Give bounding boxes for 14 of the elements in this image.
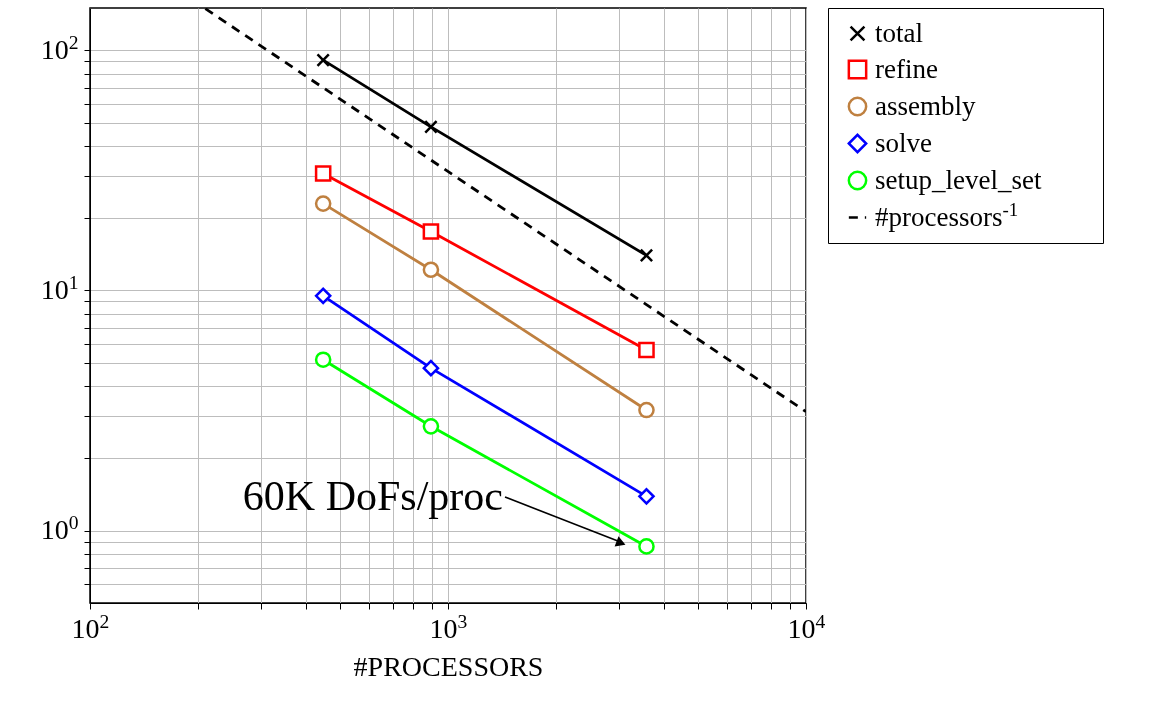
x-tick-label: 10$^{3}$	[429, 610, 468, 644]
y-tick-label: 10$^{1}$	[40, 271, 79, 305]
legend-label: total	[875, 17, 923, 48]
legend-label: #processors$^{-1}$	[875, 198, 1019, 232]
x-axis-title: #PROCESSORS	[353, 650, 544, 682]
y-tick-label: 10$^{0}$	[40, 511, 79, 546]
annotation: 60K DoFs/proc	[242, 473, 503, 519]
x-tick-label: 10$^{4}$	[787, 610, 826, 644]
legend-label: solve	[875, 127, 933, 158]
legend-label: refine	[875, 53, 938, 84]
x-tick-label: 10$^{2}$	[71, 610, 110, 644]
y-tick-label: 10$^{2}$	[40, 31, 79, 65]
legend-label: assembly	[875, 90, 976, 121]
legend-label: setup_level_set	[875, 164, 1042, 195]
